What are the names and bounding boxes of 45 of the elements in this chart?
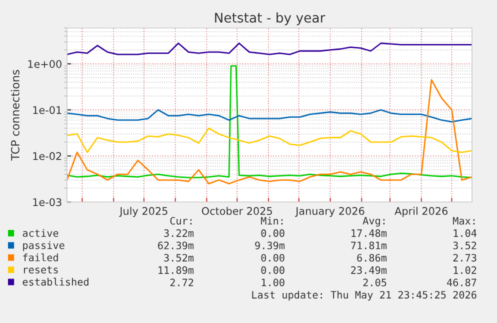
y-tick-label: 1e-03 [33, 198, 62, 206]
y-tick-label: 1e+00 [28, 60, 62, 68]
y-tick-label: 1e-02 [33, 152, 62, 160]
x-tick-label: October 2025 [202, 206, 272, 215]
text: Last update: Thu May 21 23:45:25 2026 [252, 290, 476, 301]
text: 2.72 [170, 278, 194, 286]
text: 46.87 [446, 278, 476, 286]
line-series [67, 42, 472, 56]
legend-label: resets [24, 266, 58, 274]
line-series [67, 79, 472, 184]
text: 62.39m [158, 242, 194, 250]
text: Cur: [170, 216, 192, 225]
text: 9.39m [255, 242, 285, 250]
text: 0.00 [261, 254, 284, 262]
legend-label: established [22, 278, 88, 286]
legend-label: passive [23, 241, 64, 252]
x-tick-label: July 2025 [119, 206, 168, 217]
text: 3.52 [453, 242, 476, 250]
text: 1.02 [454, 266, 476, 274]
y-axis-title: TCP connections [10, 70, 20, 161]
text: 1.00 [262, 278, 284, 286]
line-series [67, 65, 472, 178]
text: 0.00 [261, 229, 284, 237]
text: 17.48m [352, 229, 387, 237]
legend-label: active [22, 229, 58, 237]
text: 6.86m [357, 254, 387, 262]
text: 3.22m [164, 229, 194, 237]
legend-label: failed [23, 253, 58, 262]
text: Max: [453, 217, 475, 225]
text: 11.89m [158, 266, 194, 274]
chart-title: Netstat - by year [215, 12, 326, 26]
line-series [67, 109, 472, 123]
y-tick-label: 1e-01 [33, 106, 62, 114]
x-tick-label: January 2026 [295, 207, 364, 217]
text: Avg: [362, 217, 385, 227]
text: 2.73 [453, 254, 476, 262]
text: 71.81m [351, 242, 387, 250]
text: 1.04 [454, 229, 477, 237]
line-series [67, 128, 472, 153]
text: Min: [261, 216, 283, 224]
x-tick-label: April 2026 [394, 206, 448, 217]
text: 3.52m [164, 254, 194, 262]
text: 0.00 [261, 266, 284, 274]
text: 2.05 [363, 278, 386, 286]
text: 23.49m [351, 266, 387, 274]
